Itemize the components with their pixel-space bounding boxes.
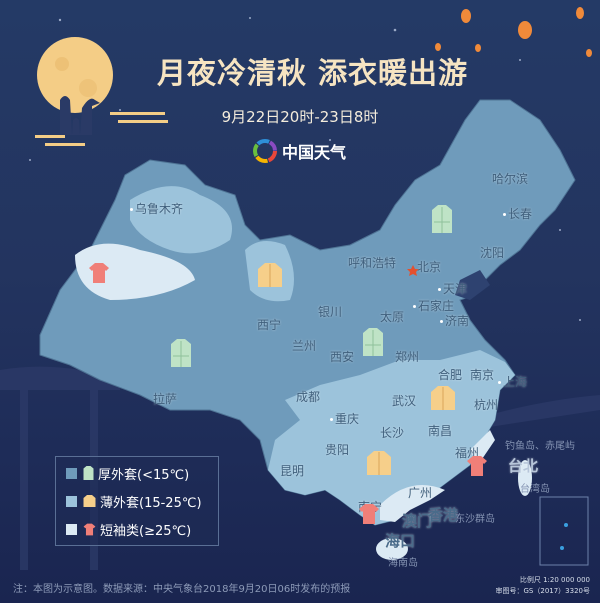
jacket-icon bbox=[83, 495, 96, 507]
city-label: 乌鲁木齐 bbox=[130, 200, 183, 217]
city-label: 长沙 bbox=[380, 426, 405, 440]
tshirt-icon bbox=[89, 263, 109, 283]
page-title: 月夜冷清秋 添衣暖出游 bbox=[156, 56, 469, 90]
city-label: 重庆 bbox=[330, 410, 359, 427]
legend-label: 厚外套(<15℃) bbox=[98, 467, 190, 483]
city-label: 广州 bbox=[408, 486, 433, 500]
legend-swatch bbox=[66, 495, 77, 507]
city-label: 澳门 bbox=[402, 512, 433, 530]
coat-icon bbox=[432, 205, 452, 233]
city-label: 济南 bbox=[440, 312, 469, 329]
sky-lanterns bbox=[435, 7, 592, 57]
tshirt-icon bbox=[467, 456, 487, 476]
city-label: 西安 bbox=[330, 350, 355, 364]
moon bbox=[35, 37, 168, 146]
city-label: 太原 bbox=[380, 310, 405, 324]
city-label: 合肥 bbox=[438, 368, 463, 382]
city-label: 天津 bbox=[438, 280, 467, 297]
legend-label: 薄外套(15-25℃) bbox=[100, 495, 202, 511]
brand: 中国天气 bbox=[252, 138, 346, 164]
city-label: 上海 bbox=[498, 373, 527, 390]
warm-zone-south bbox=[380, 485, 445, 522]
city-label: 香港 bbox=[428, 506, 459, 524]
city-label: 成都 bbox=[296, 390, 321, 404]
warm-zone-west bbox=[75, 243, 195, 300]
coat-icon bbox=[83, 466, 94, 480]
legend-swatch bbox=[66, 467, 77, 479]
city-label: 西宁 bbox=[257, 318, 282, 332]
capital-star-icon bbox=[407, 265, 419, 276]
coat-icon bbox=[171, 339, 191, 367]
city-label: 贵阳 bbox=[325, 443, 350, 457]
city-label: 武汉 bbox=[392, 394, 417, 408]
city-label: 东沙群岛 bbox=[455, 514, 495, 525]
city-label: 杭州 bbox=[474, 398, 499, 412]
legend-item-short-sleeve: 短袖类(≥25℃) bbox=[66, 517, 218, 541]
legend-label: 短袖类(≥25℃) bbox=[100, 523, 192, 539]
city-label: 长春 bbox=[503, 205, 532, 222]
taiwan-island bbox=[518, 460, 532, 496]
china-weather-logo-icon bbox=[253, 139, 277, 163]
stars bbox=[29, 17, 581, 321]
tshirt-icon bbox=[359, 504, 379, 524]
legend-item-light-jacket: 薄外套(15-25℃) bbox=[66, 489, 218, 513]
city-label: 银川 bbox=[318, 305, 343, 319]
source-note: 注：本图为示意图。数据来源：中央气象台2018年9月20日06时发布的预报 bbox=[13, 584, 351, 595]
city-label: 郑州 bbox=[395, 350, 420, 364]
city-label: 兰州 bbox=[292, 339, 317, 353]
city-label: 海南岛 bbox=[388, 558, 418, 569]
city-label: 南昌 bbox=[428, 424, 453, 438]
coat-icon bbox=[363, 328, 383, 356]
city-label: 台湾岛 bbox=[520, 484, 550, 495]
legend-item-thick-coat: 厚外套(<15℃) bbox=[66, 461, 218, 485]
legend-swatch bbox=[66, 523, 77, 535]
city-label: 台北 bbox=[508, 457, 539, 475]
tshirt-icon bbox=[83, 523, 96, 535]
city-label: 北京 bbox=[417, 260, 442, 274]
city-label: 钓鱼岛、赤尾屿 bbox=[505, 441, 575, 452]
jacket-icon bbox=[367, 451, 391, 475]
scale-text: 比例尺 1:20 000 000 bbox=[519, 576, 590, 584]
city-label: 海口 bbox=[385, 532, 416, 550]
city-label: 呼和浩特 bbox=[348, 256, 397, 270]
city-label: 哈尔滨 bbox=[492, 172, 529, 186]
forecast-period: 9月22日20时-23日8时 bbox=[221, 108, 379, 126]
city-label: 石家庄 bbox=[413, 297, 454, 314]
jacket-icon bbox=[431, 386, 455, 410]
map-scale-info: 比例尺 1:20 000 000 审图号：GS（2017）3320号 bbox=[496, 575, 591, 597]
south-china-sea-inset bbox=[539, 496, 589, 566]
jacket-icon bbox=[258, 263, 282, 287]
legend: 厚外套(<15℃) 薄外套(15-25℃) 短袖类(≥25℃) bbox=[55, 456, 219, 546]
approval-number: 审图号：GS（2017）3320号 bbox=[495, 587, 591, 595]
city-label: 昆明 bbox=[280, 464, 305, 478]
city-label: 沈阳 bbox=[480, 246, 505, 260]
city-label: 南京 bbox=[470, 368, 495, 382]
city-label: 拉萨 bbox=[153, 392, 178, 406]
hainan-island bbox=[376, 538, 408, 560]
brand-name: 中国天气 bbox=[282, 143, 347, 162]
